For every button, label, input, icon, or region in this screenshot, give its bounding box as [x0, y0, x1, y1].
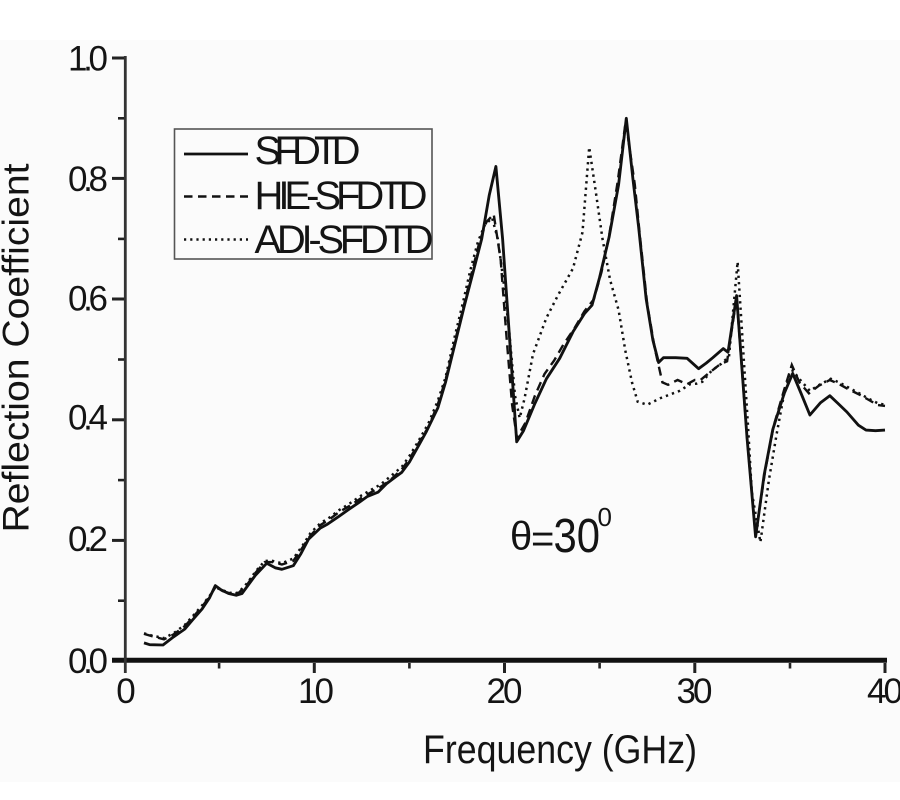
svg-text:ADI-SFDTD: ADI-SFDTD	[255, 218, 434, 262]
svg-text:40: 40	[867, 672, 900, 711]
svg-text:θ: θ	[510, 515, 532, 559]
svg-text:Frequency (GHz): Frequency (GHz)	[423, 728, 697, 772]
svg-text:10: 10	[298, 672, 334, 711]
svg-text:0.0: 0.0	[68, 642, 108, 681]
svg-text:0: 0	[116, 672, 135, 711]
svg-text:0.6: 0.6	[68, 280, 108, 319]
svg-text:0.8: 0.8	[68, 160, 108, 199]
svg-text:0.2: 0.2	[68, 520, 108, 559]
svg-text:20: 20	[487, 672, 523, 711]
svg-text:30: 30	[554, 510, 601, 563]
svg-text:SFDTD: SFDTD	[255, 129, 361, 173]
svg-text:0.4: 0.4	[68, 399, 108, 438]
svg-text:HIE-SFDTD: HIE-SFDTD	[255, 174, 428, 218]
svg-text:30: 30	[677, 672, 713, 711]
svg-text:1.0: 1.0	[68, 40, 108, 79]
svg-text:0: 0	[598, 502, 612, 532]
svg-text:Reflection Coefficient: Reflection Coefficient	[0, 163, 37, 533]
svg-text:=: =	[531, 517, 554, 561]
